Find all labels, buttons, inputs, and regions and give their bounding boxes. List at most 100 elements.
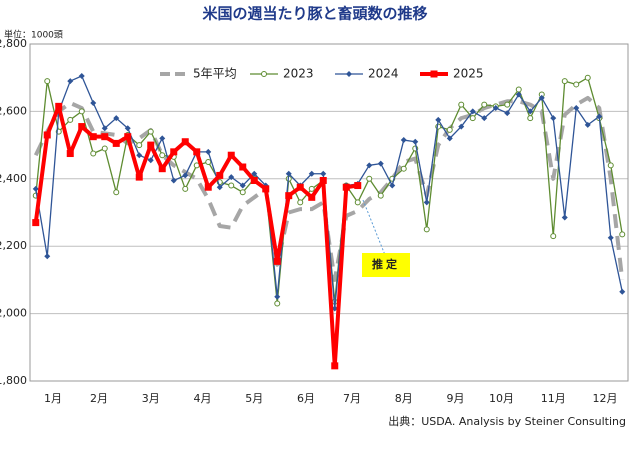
legend-label: 2023 bbox=[283, 67, 314, 81]
point bbox=[607, 162, 614, 169]
point bbox=[113, 115, 120, 122]
point bbox=[354, 199, 361, 206]
point bbox=[504, 101, 511, 108]
legend-label: 2024 bbox=[368, 67, 399, 81]
point bbox=[319, 176, 327, 184]
point bbox=[170, 148, 178, 156]
point bbox=[78, 108, 85, 115]
point bbox=[124, 133, 132, 141]
point bbox=[469, 108, 476, 115]
point bbox=[216, 171, 224, 179]
point bbox=[527, 115, 534, 122]
point bbox=[492, 105, 499, 112]
point bbox=[135, 173, 143, 181]
point bbox=[159, 135, 166, 142]
point bbox=[296, 183, 304, 191]
x-tick-label: 5月 bbox=[245, 392, 263, 405]
point bbox=[170, 177, 177, 184]
point bbox=[308, 193, 316, 201]
point bbox=[573, 105, 580, 112]
point bbox=[205, 148, 212, 155]
point bbox=[136, 142, 143, 149]
annotation: 推定 bbox=[372, 257, 400, 271]
y-tick-label: 2,400 bbox=[0, 172, 27, 185]
point bbox=[619, 231, 626, 238]
point bbox=[101, 133, 109, 141]
point bbox=[550, 115, 557, 122]
point bbox=[331, 362, 339, 370]
x-tick-label: 6月 bbox=[297, 392, 315, 405]
plot-frame bbox=[29, 43, 629, 382]
point bbox=[90, 99, 97, 106]
x-tick-label: 8月 bbox=[395, 392, 413, 405]
point bbox=[182, 172, 189, 179]
point bbox=[193, 148, 201, 156]
point bbox=[113, 189, 120, 196]
point bbox=[43, 131, 51, 139]
point bbox=[308, 185, 315, 192]
point bbox=[435, 116, 442, 123]
point bbox=[423, 226, 430, 233]
point bbox=[607, 234, 614, 241]
point bbox=[377, 192, 384, 199]
legend-marker bbox=[346, 71, 352, 77]
point bbox=[481, 115, 488, 122]
point bbox=[227, 151, 235, 159]
y-tick-label: 2,000 bbox=[0, 307, 27, 320]
series-line bbox=[33, 104, 359, 368]
unit-label: 単位：1000頭 bbox=[4, 29, 63, 41]
point bbox=[308, 170, 315, 177]
point bbox=[44, 78, 51, 85]
point bbox=[320, 170, 327, 177]
point bbox=[216, 184, 223, 191]
y-tick-label: 2,200 bbox=[0, 239, 27, 252]
point bbox=[66, 150, 74, 158]
point bbox=[515, 86, 522, 93]
point bbox=[366, 162, 373, 169]
legend-label: 2025 bbox=[453, 67, 484, 81]
y-tick-label: 1,800 bbox=[0, 374, 27, 387]
point bbox=[458, 101, 465, 108]
point bbox=[285, 192, 293, 200]
point bbox=[389, 182, 396, 189]
legend-marker bbox=[261, 71, 267, 77]
point bbox=[446, 126, 453, 133]
point bbox=[515, 91, 522, 98]
x-tick-label: 12月 bbox=[593, 392, 618, 405]
point bbox=[78, 123, 86, 131]
x-tick-label: 7月 bbox=[343, 392, 361, 405]
point bbox=[423, 199, 430, 206]
source: 出典：USDA. Analysis by Steiner Consulting bbox=[388, 414, 626, 428]
point bbox=[147, 141, 155, 149]
point bbox=[596, 113, 603, 120]
point bbox=[159, 152, 166, 159]
point bbox=[112, 139, 120, 147]
point bbox=[446, 135, 453, 142]
point bbox=[377, 160, 384, 167]
point bbox=[619, 288, 626, 295]
point bbox=[67, 116, 74, 123]
chart-title: 米国の週当たり豚と畜頭数の推移 bbox=[202, 5, 427, 23]
point bbox=[481, 101, 488, 108]
point bbox=[274, 300, 281, 307]
x-tick-label: 4月 bbox=[194, 392, 212, 405]
point bbox=[158, 165, 166, 173]
point bbox=[55, 102, 63, 110]
point bbox=[147, 128, 154, 135]
x-tick-label: 9月 bbox=[447, 392, 465, 405]
point bbox=[44, 253, 51, 260]
point bbox=[366, 175, 373, 182]
point bbox=[228, 182, 235, 189]
point bbox=[239, 163, 247, 171]
y-tick-label: 2,800 bbox=[0, 37, 27, 50]
point bbox=[285, 170, 292, 177]
point bbox=[32, 185, 39, 192]
point bbox=[78, 73, 85, 80]
annotation-leader bbox=[362, 199, 386, 256]
x-tick-label: 1月 bbox=[44, 392, 62, 405]
point bbox=[538, 94, 545, 101]
point bbox=[101, 125, 108, 132]
point bbox=[573, 81, 580, 88]
point bbox=[182, 185, 189, 192]
point bbox=[297, 199, 304, 206]
